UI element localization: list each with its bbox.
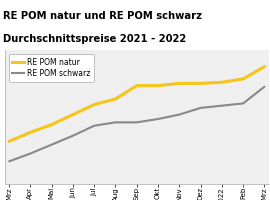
Legend: RE POM natur, RE POM schwarz: RE POM natur, RE POM schwarz [9, 54, 94, 82]
Text: Durchschnittspreise 2021 - 2022: Durchschnittspreise 2021 - 2022 [3, 34, 187, 44]
Text: © 2022 Kunststoff Information, Bad Homburg - www.kiweb.de: © 2022 Kunststoff Information, Bad Hombu… [3, 190, 186, 196]
Text: RE POM natur und RE POM schwarz: RE POM natur und RE POM schwarz [3, 11, 202, 21]
